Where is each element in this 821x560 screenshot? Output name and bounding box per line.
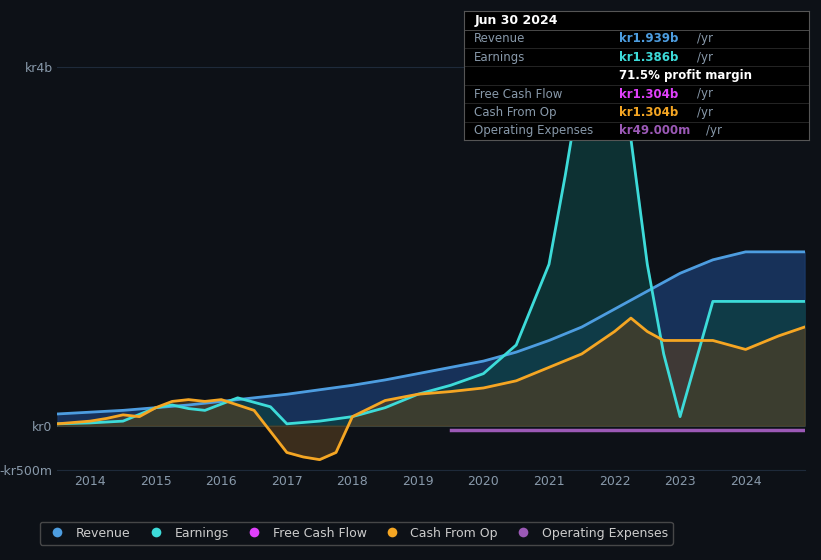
Text: /yr: /yr [697,106,713,119]
Text: kr49.000m: kr49.000m [619,124,690,137]
Text: Cash From Op: Cash From Op [475,106,557,119]
Text: /yr: /yr [697,32,713,45]
Text: Jun 30 2024: Jun 30 2024 [475,14,557,27]
Text: kr1.304b: kr1.304b [619,106,678,119]
Text: 71.5% profit margin: 71.5% profit margin [619,69,752,82]
Text: /yr: /yr [697,51,713,64]
Text: /yr: /yr [697,87,713,100]
Text: Operating Expenses: Operating Expenses [475,124,594,137]
Text: kr1.304b: kr1.304b [619,87,678,100]
Text: /yr: /yr [706,124,722,137]
Text: kr1.386b: kr1.386b [619,51,678,64]
Text: Revenue: Revenue [475,32,525,45]
Text: Free Cash Flow: Free Cash Flow [475,87,562,100]
Legend: Revenue, Earnings, Free Cash Flow, Cash From Op, Operating Expenses: Revenue, Earnings, Free Cash Flow, Cash … [40,522,672,545]
Text: kr1.939b: kr1.939b [619,32,678,45]
Text: Earnings: Earnings [475,51,525,64]
